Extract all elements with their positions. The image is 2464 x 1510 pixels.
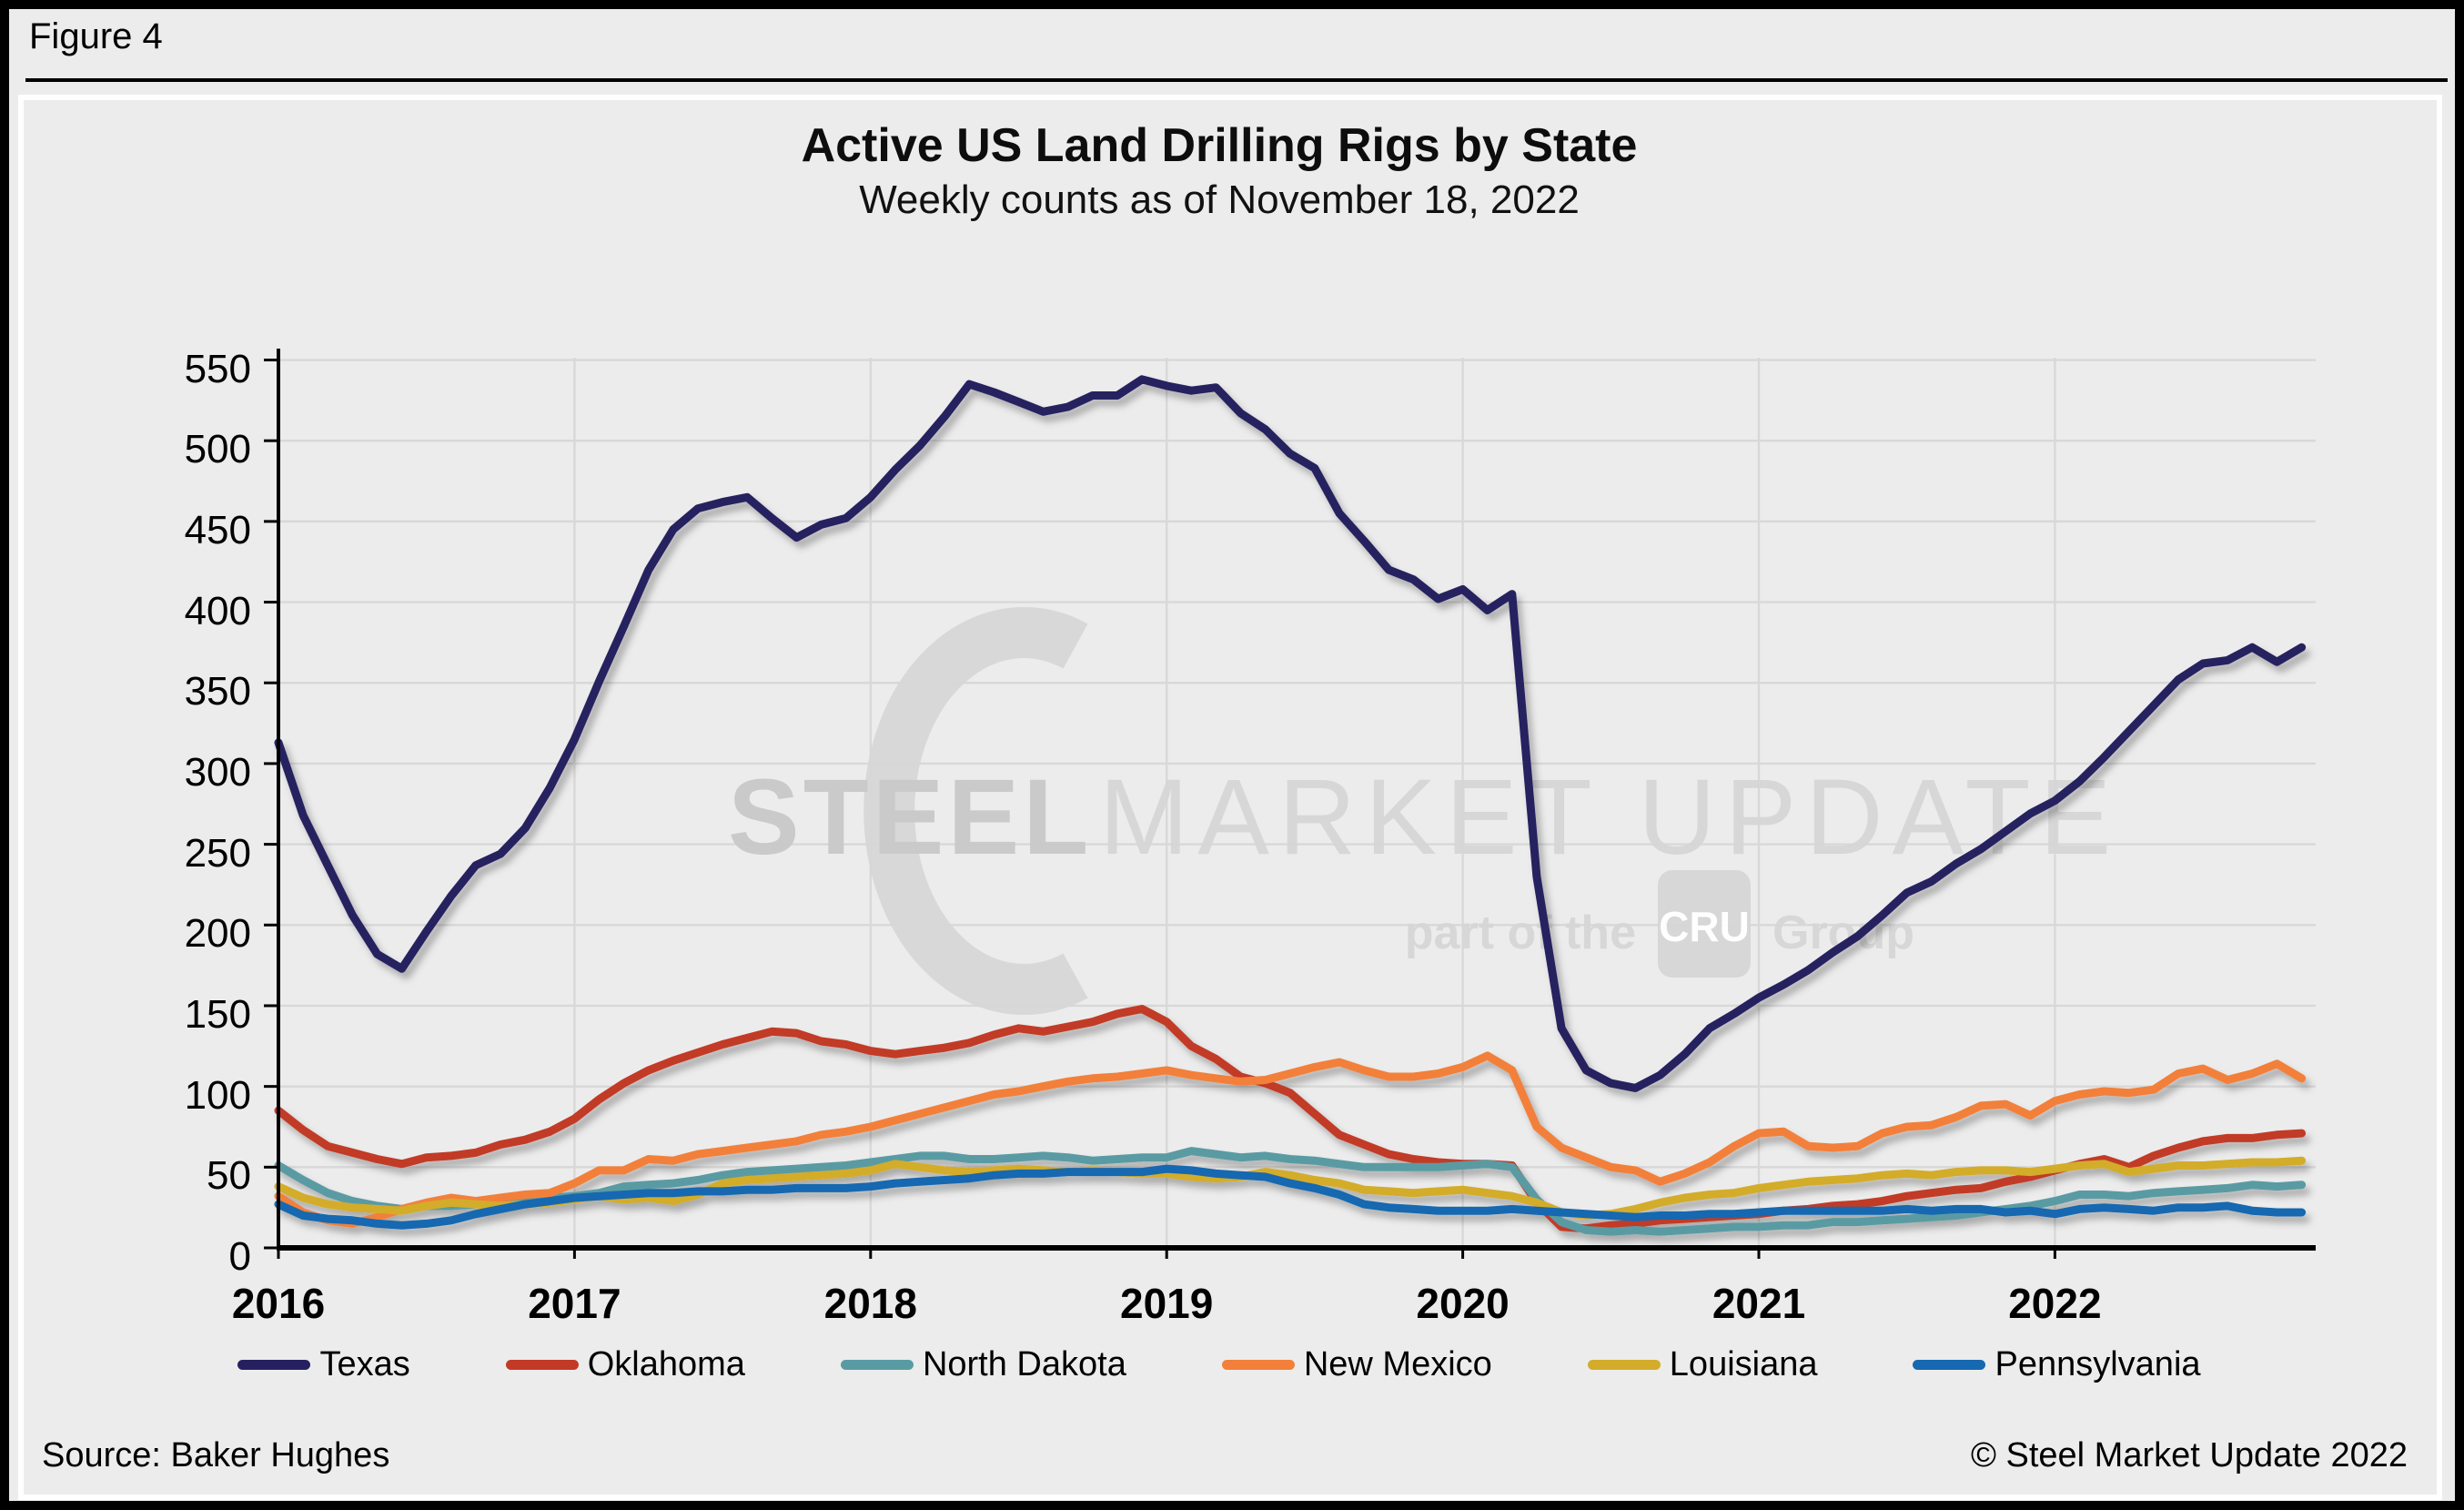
chart-legend: Texas Oklahoma North Dakota New Mexico Louis… <box>9 1345 2429 1384</box>
legend-swatch-icon <box>1221 1360 1295 1370</box>
legend-swatch-icon <box>840 1360 914 1370</box>
legend-swatch-icon <box>1913 1360 1986 1370</box>
legend-item-north-dakota: North Dakota <box>840 1345 1126 1384</box>
watermark-tagline-prefix: part of the <box>1405 907 1636 959</box>
series-line-texas <box>274 375 2307 1092</box>
axes <box>264 349 2316 1259</box>
series-line-new-mexico <box>274 1051 2307 1228</box>
series-lines <box>274 375 2307 1236</box>
y-tick-label: 100 <box>184 1072 251 1118</box>
chart-subtitle: Weekly counts as of November 18, 2022 <box>859 177 1580 222</box>
legend-label: Oklahoma <box>587 1345 745 1383</box>
watermark-brand-bold: STEEL <box>728 757 1092 877</box>
footer-row: Source: Baker Hughes © Steel Market Upda… <box>42 1436 2408 1475</box>
chart-title: Active US Land Drilling Rigs by State <box>801 119 1638 172</box>
legend-label: Louisiana <box>1669 1345 1818 1383</box>
y-tick-label: 350 <box>184 669 251 714</box>
legend-item-texas: Texas <box>237 1345 410 1384</box>
y-tick-label: 300 <box>184 749 251 795</box>
y-tick-label: 500 <box>184 427 251 472</box>
watermark-tagline-logo: CRU <box>1659 903 1750 950</box>
legend-swatch-icon <box>1587 1360 1661 1370</box>
x-tick-label: 2018 <box>823 1280 917 1327</box>
y-tick-label: 200 <box>184 911 251 957</box>
chart-canvas: STEEL MARKET UPDATE part of the CRU Grou… <box>264 349 2316 1259</box>
legend-item-louisiana: Louisiana <box>1587 1345 1818 1384</box>
legend-label: New Mexico <box>1303 1345 1492 1383</box>
series-line-north-dakota <box>274 1147 2307 1236</box>
legend-label: Texas <box>319 1345 410 1383</box>
cru-logo-box <box>1658 870 1751 978</box>
legend-label: Pennsylvania <box>1994 1345 2201 1383</box>
legend-swatch-icon <box>237 1360 311 1370</box>
source-note: Source: Baker Hughes <box>42 1436 390 1475</box>
watermark-tagline-suffix: Group <box>1772 907 1914 959</box>
x-tick-label: 2022 <box>2008 1280 2102 1327</box>
y-tick-label: 400 <box>184 588 251 633</box>
y-tick-label: 250 <box>184 830 251 876</box>
watermark-brand-light: MARKET UPDATE <box>1099 757 2120 877</box>
x-tick-label: 2019 <box>1120 1280 1214 1327</box>
figure-label: Figure 4 <box>29 16 163 56</box>
y-tick-label: 450 <box>184 507 251 552</box>
legend-item-pennsylvania: Pennsylvania <box>1913 1345 2201 1384</box>
series-line-oklahoma <box>274 1005 2307 1233</box>
y-tick-label: 0 <box>228 1234 251 1279</box>
x-tick-label: 2021 <box>1712 1280 1806 1327</box>
y-tick-label: 150 <box>184 991 251 1037</box>
x-tick-label: 2017 <box>528 1280 621 1327</box>
page-background: Figure 4 STEEL MARKET UPDATE part of the… <box>9 9 2455 1501</box>
series-line-pennsylvania <box>274 1164 2307 1230</box>
smu-crescent-logo-icon <box>863 607 1088 1015</box>
legend-item-oklahoma: Oklahoma <box>505 1345 745 1384</box>
copyright-note: © Steel Market Update 2022 <box>1970 1436 2408 1475</box>
y-tick-label: 50 <box>207 1153 251 1199</box>
y-tick-label: 550 <box>184 346 251 391</box>
legend-label: North Dakota <box>922 1345 1126 1383</box>
divider-rule <box>25 78 2448 82</box>
chart-panel-border <box>18 95 2442 1500</box>
gridlines <box>278 358 2316 1248</box>
legend-swatch-icon <box>505 1360 579 1370</box>
x-tick-label: 2016 <box>231 1280 326 1327</box>
watermark: STEEL MARKET UPDATE part of the CRU Grou… <box>728 607 2120 1015</box>
legend-item-new-mexico: New Mexico <box>1221 1345 1492 1384</box>
x-tick-label: 2020 <box>1416 1280 1510 1327</box>
